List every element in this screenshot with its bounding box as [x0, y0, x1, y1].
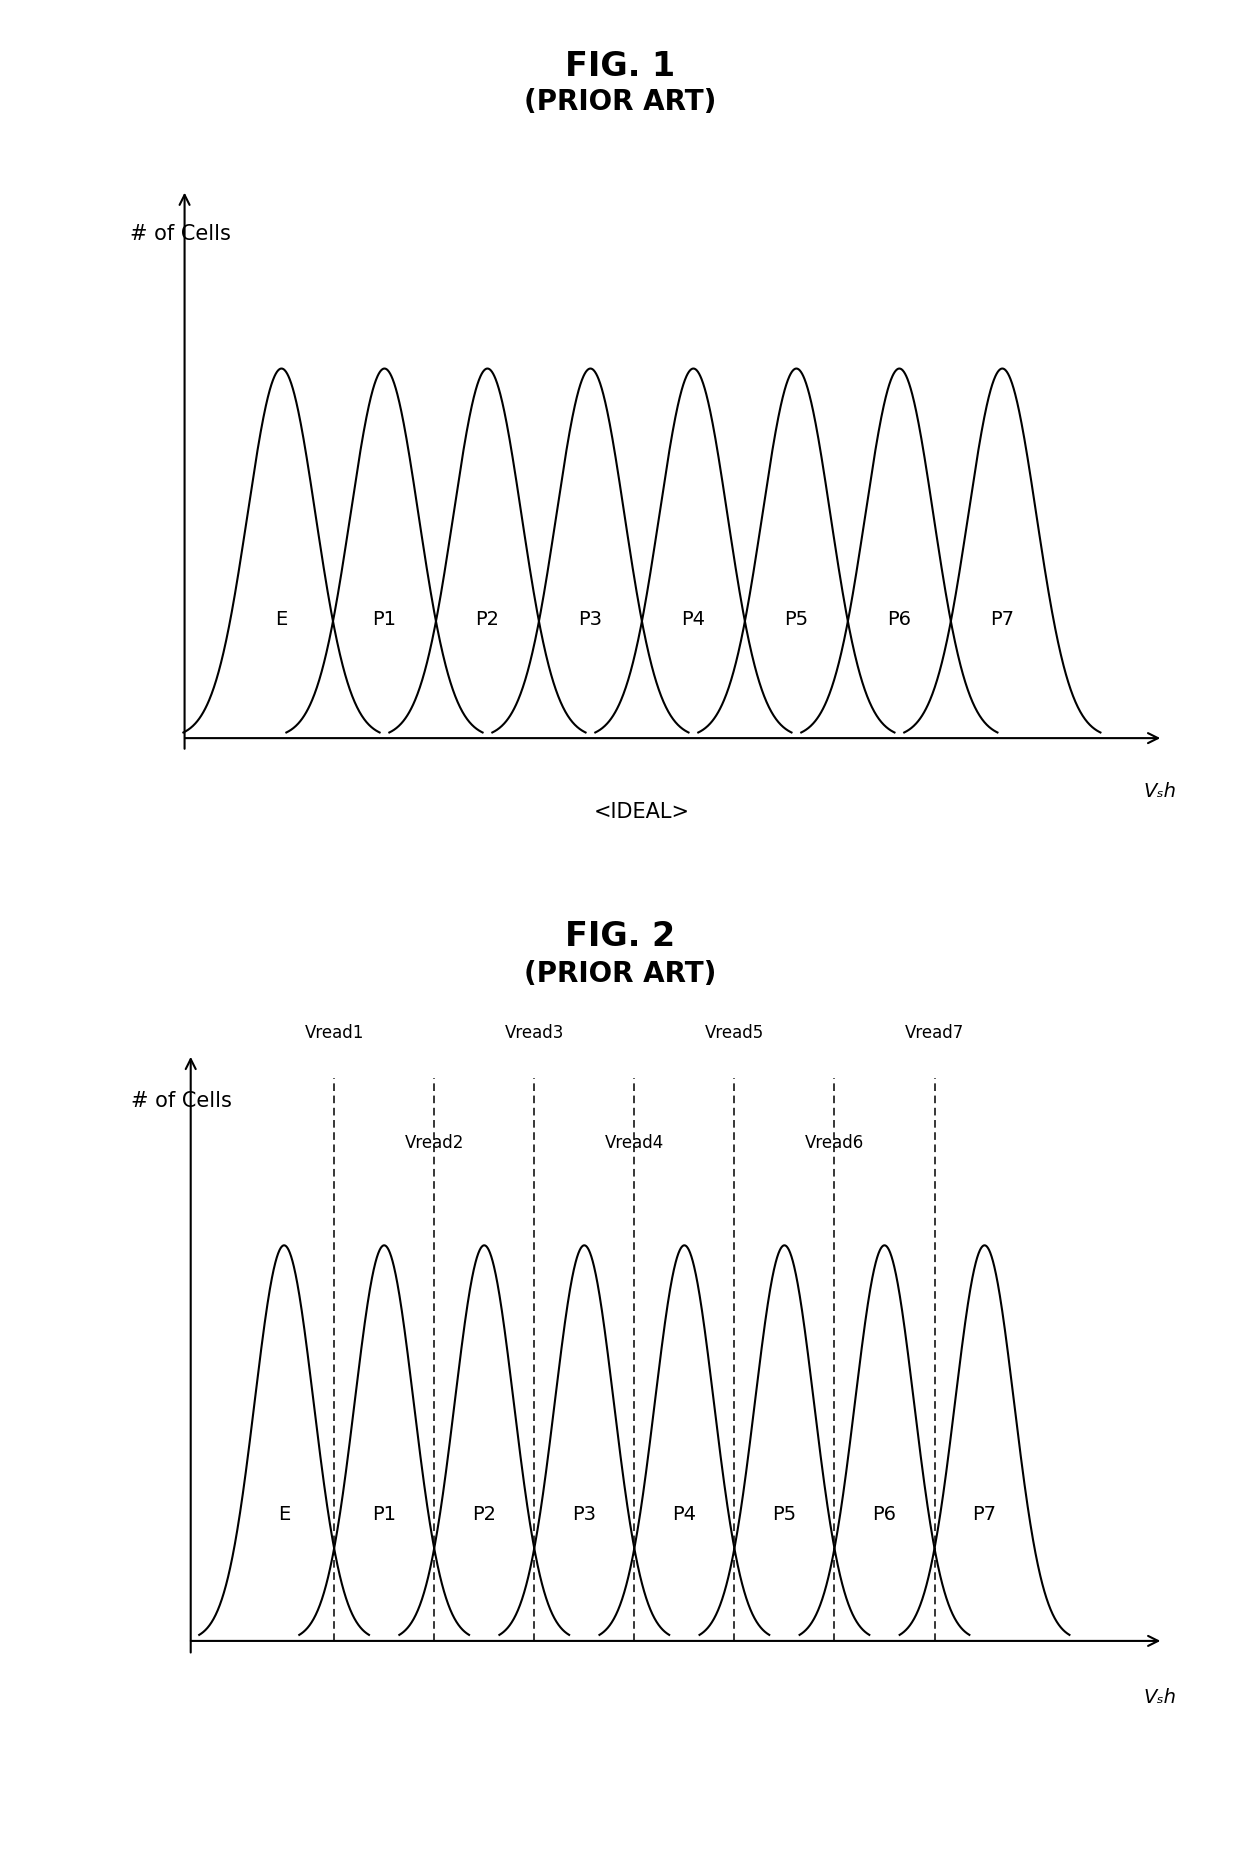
Text: P6: P6 — [888, 610, 911, 629]
Text: Vread6: Vread6 — [805, 1133, 864, 1152]
Text: Vread5: Vread5 — [704, 1024, 764, 1043]
Text: P4: P4 — [682, 610, 706, 629]
Text: (PRIOR ART): (PRIOR ART) — [523, 959, 717, 989]
Text: Vread1: Vread1 — [305, 1024, 363, 1043]
Text: P2: P2 — [475, 610, 500, 629]
Text: Vₛh: Vₛh — [1143, 1688, 1176, 1707]
Text: P3: P3 — [578, 610, 603, 629]
Text: P6: P6 — [873, 1504, 897, 1523]
Text: E: E — [278, 1504, 290, 1523]
Text: Vread4: Vread4 — [605, 1133, 663, 1152]
Text: P7: P7 — [991, 610, 1014, 629]
Text: P3: P3 — [573, 1504, 596, 1523]
Text: # of Cells: # of Cells — [130, 224, 231, 245]
Text: P1: P1 — [372, 610, 397, 629]
Text: (PRIOR ART): (PRIOR ART) — [523, 87, 717, 117]
Text: FIG. 1: FIG. 1 — [565, 50, 675, 83]
Text: Vₛh: Vₛh — [1143, 781, 1176, 801]
Text: FIG. 2: FIG. 2 — [565, 920, 675, 953]
Text: P7: P7 — [972, 1504, 997, 1523]
Text: # of Cells: # of Cells — [130, 1091, 232, 1111]
Text: P5: P5 — [773, 1504, 796, 1523]
Text: P2: P2 — [472, 1504, 496, 1523]
Text: P5: P5 — [785, 610, 808, 629]
Text: Vread7: Vread7 — [905, 1024, 965, 1043]
Text: Vread3: Vread3 — [505, 1024, 564, 1043]
Text: E: E — [275, 610, 288, 629]
Text: <IDEAL>: <IDEAL> — [594, 801, 689, 822]
Text: P1: P1 — [372, 1504, 396, 1523]
Text: Vread2: Vread2 — [404, 1133, 464, 1152]
Text: P4: P4 — [672, 1504, 697, 1523]
